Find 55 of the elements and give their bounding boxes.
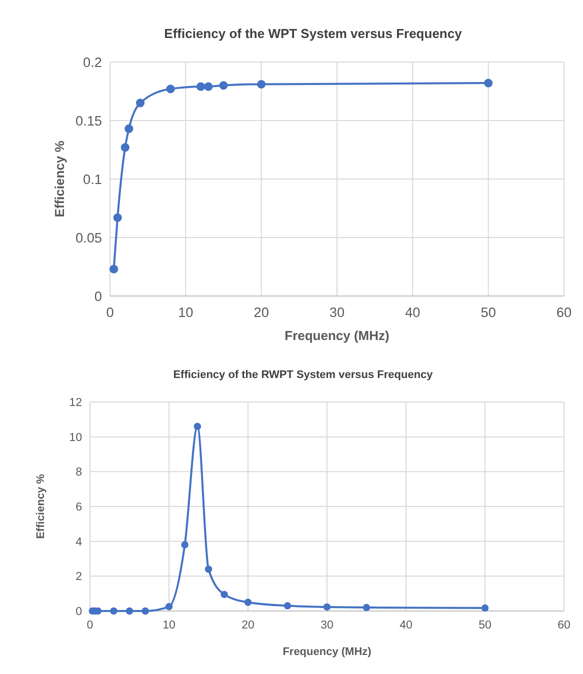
- point: [244, 598, 252, 606]
- point: [204, 566, 212, 573]
- y-tick-label: 0.2: [83, 54, 102, 70]
- y-tick-label: 4: [76, 536, 83, 548]
- y-tick-label: 12: [69, 397, 82, 410]
- x-tick-label: 30: [320, 620, 334, 632]
- point: [257, 80, 266, 89]
- x-tick-label: 20: [254, 304, 270, 320]
- point: [165, 603, 173, 610]
- y-tick-label: 0: [94, 288, 102, 304]
- point: [110, 607, 118, 615]
- point: [484, 78, 493, 88]
- y-tick-label: 0.05: [75, 230, 102, 246]
- chart-title: Efficiency of the WPT System versus Frequency: [164, 26, 463, 41]
- y-tick-label: 10: [69, 432, 82, 444]
- point: [204, 82, 213, 91]
- x-axis-title: Frequency (MHz): [282, 646, 372, 658]
- x-tick-label: 10: [178, 304, 194, 320]
- y-tick-label: 0: [76, 606, 82, 618]
- x-tick-label: 50: [480, 304, 496, 320]
- point: [142, 607, 149, 615]
- point: [120, 143, 130, 152]
- point: [136, 98, 145, 108]
- x-axis-title: Frequency (MHz): [284, 328, 390, 343]
- x-tick-label: 0: [106, 304, 114, 320]
- point: [113, 213, 122, 222]
- point: [124, 124, 134, 133]
- point: [181, 541, 188, 548]
- x-tick-label: 10: [162, 620, 176, 632]
- point: [481, 604, 489, 612]
- x-tick-label: 50: [478, 620, 492, 632]
- y-tick-label: 0.15: [75, 113, 102, 128]
- y-tick-label: 2: [76, 571, 82, 584]
- point: [109, 264, 118, 274]
- point: [194, 422, 202, 430]
- y-tick-label: 0.1: [83, 172, 102, 187]
- point: [284, 602, 292, 610]
- point: [362, 604, 370, 612]
- y-tick-label: 6: [76, 502, 82, 514]
- point: [126, 607, 134, 615]
- x-tick-label: 20: [242, 620, 254, 632]
- x-tick-label: 30: [329, 304, 345, 320]
- y-axis-title: Efficiency %: [35, 474, 47, 539]
- point: [323, 603, 331, 611]
- x-tick-label: 40: [405, 304, 421, 320]
- x-tick-label: 40: [400, 620, 412, 632]
- y-tick-label: 8: [76, 466, 82, 479]
- point: [166, 84, 175, 94]
- point: [219, 81, 228, 90]
- point: [220, 590, 228, 598]
- x-tick-label: 60: [558, 620, 570, 632]
- point: [196, 82, 206, 91]
- y-axis-title: Efficiency %: [52, 140, 67, 218]
- x-tick-label: 60: [556, 304, 572, 320]
- chart-title: Efficiency of the RWPT System versus Frequency: [173, 369, 434, 381]
